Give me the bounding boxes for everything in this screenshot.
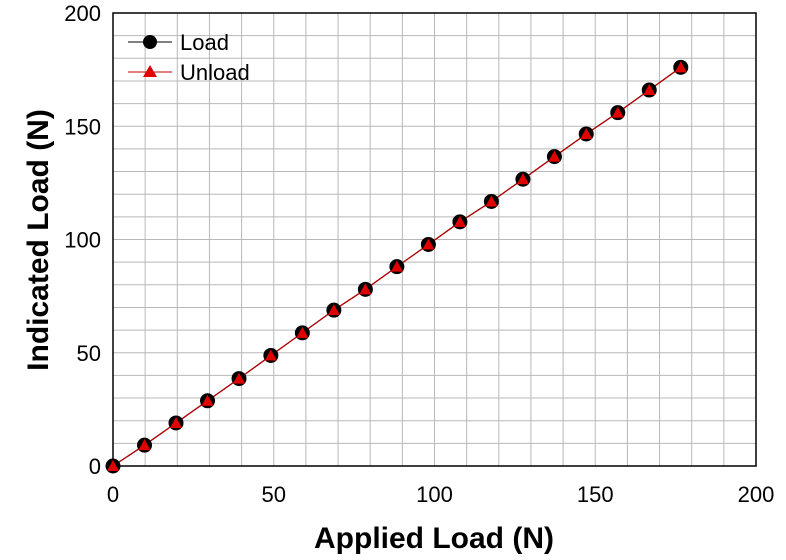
y-tick-label: 50 (77, 341, 101, 366)
data-point-unload (327, 304, 340, 316)
data-point-unload (580, 127, 593, 139)
x-tick-label: 50 (262, 482, 286, 507)
series-layer (105, 59, 689, 474)
legend: Load Unload (128, 30, 250, 85)
legend-load-label: Load (180, 30, 229, 55)
data-point-unload (264, 349, 277, 361)
data-point-unload (170, 416, 183, 428)
data-point-unload (643, 84, 656, 96)
legend-unload-label: Unload (180, 60, 250, 85)
data-point-unload (138, 439, 151, 451)
data-point-unload (548, 150, 561, 162)
y-tick-label: 150 (64, 114, 101, 139)
legend-unload-marker (143, 65, 157, 77)
data-point-unload (107, 460, 119, 471)
x-axis-title: Applied Load (N) (314, 522, 554, 555)
data-point-unload (485, 195, 498, 207)
data-point-unload (674, 61, 687, 73)
legend-load-marker (143, 35, 157, 49)
data-point-unload (453, 215, 466, 227)
data-point-unload (359, 283, 372, 295)
data-point-unload (611, 106, 624, 118)
data-point-unload (516, 173, 529, 185)
x-tick-label: 100 (416, 482, 453, 507)
y-tick-label: 0 (89, 454, 101, 479)
grid (113, 13, 756, 466)
data-point-unload (296, 326, 309, 338)
tick-labels: 0 50 100 150 200 0 50 100 150 200 (64, 1, 774, 507)
data-point-unload (233, 372, 246, 384)
data-point-unload (390, 260, 403, 272)
data-point-unload (422, 238, 435, 250)
y-axis-title: Indicated Load (N) (22, 109, 55, 371)
plot-frame (112, 12, 757, 467)
data-point-unload (201, 394, 214, 406)
y-tick-label: 100 (64, 228, 101, 253)
y-tick-label: 200 (64, 1, 101, 26)
x-tick-label: 150 (577, 482, 614, 507)
x-tick-label: 200 (738, 482, 775, 507)
x-tick-label: 0 (107, 482, 119, 507)
